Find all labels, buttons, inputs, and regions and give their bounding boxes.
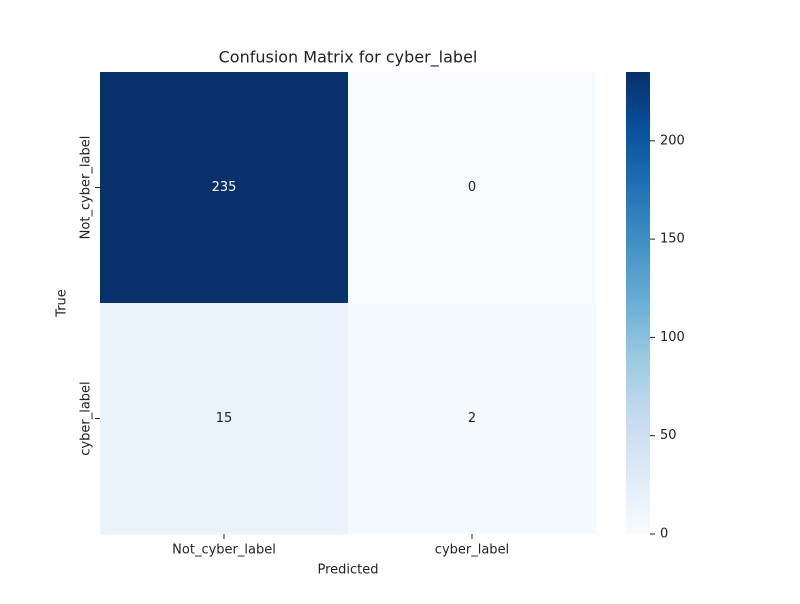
heatmap-cell	[348, 303, 597, 535]
heatmap-cell	[100, 72, 349, 304]
x-tick-label: cyber_label	[435, 543, 509, 558]
colorbar-tick-label: 150	[660, 232, 685, 247]
cell-label: 2	[468, 411, 476, 426]
colorbar-tick-label: 50	[660, 428, 677, 443]
colorbar-tick-label: 100	[660, 330, 685, 345]
y-axis-label: True	[55, 289, 70, 318]
chart-title: Confusion Matrix for cyber_label	[219, 48, 478, 68]
cell-label: 0	[468, 180, 476, 195]
cell-label: 15	[216, 411, 233, 426]
colorbar	[626, 72, 650, 534]
x-tick-label: Not_cyber_label	[172, 543, 276, 558]
y-tick-label: Not_cyber_label	[79, 136, 94, 240]
x-axis-label: Predicted	[317, 563, 378, 578]
y-tick-label: cyber_label	[79, 381, 94, 455]
heatmap-cell	[348, 72, 597, 304]
cell-label: 235	[212, 180, 237, 195]
colorbar-tick-label: 0	[660, 527, 668, 542]
heatmap-cell	[100, 303, 349, 535]
colorbar-tick-label: 200	[660, 133, 685, 148]
